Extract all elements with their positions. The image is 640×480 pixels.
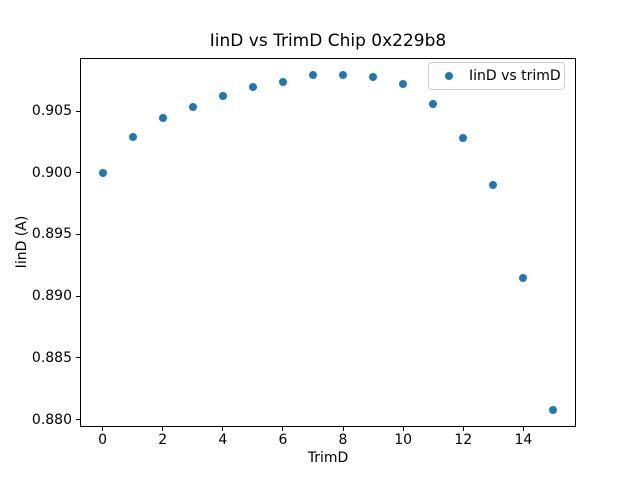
data-point bbox=[308, 70, 317, 79]
x-tick-mark bbox=[462, 427, 464, 431]
data-point bbox=[128, 132, 137, 141]
data-point bbox=[158, 113, 167, 122]
data-point bbox=[339, 71, 348, 80]
x-tick-mark bbox=[162, 427, 164, 431]
x-tick-label: 14 bbox=[514, 432, 533, 448]
y-tick-mark bbox=[76, 295, 80, 297]
data-point bbox=[489, 181, 498, 190]
x-tick-label: 4 bbox=[218, 432, 228, 448]
plot-area bbox=[80, 58, 576, 427]
x-tick-label: 2 bbox=[158, 432, 168, 448]
x-tick-mark bbox=[102, 427, 104, 431]
y-tick-label: 0.905 bbox=[31, 103, 72, 120]
x-tick-mark bbox=[342, 427, 344, 431]
x-tick-mark bbox=[222, 427, 224, 431]
y-tick-mark bbox=[76, 357, 80, 359]
y-tick-mark bbox=[76, 172, 80, 174]
legend-entry-label: IinD vs trimD bbox=[469, 68, 561, 84]
data-point bbox=[369, 72, 378, 81]
chart-title: IinD vs TrimD Chip 0x229b8 bbox=[209, 31, 447, 51]
y-tick-label: 0.885 bbox=[31, 349, 72, 366]
x-tick-label: 12 bbox=[454, 432, 473, 448]
x-tick-label: 10 bbox=[394, 432, 413, 448]
data-point bbox=[429, 99, 438, 108]
y-tick-label: 0.895 bbox=[31, 226, 72, 243]
y-tick-label: 0.900 bbox=[31, 164, 72, 181]
y-tick-label: 0.880 bbox=[31, 411, 72, 428]
x-tick-label: 0 bbox=[98, 432, 107, 448]
data-point bbox=[98, 168, 107, 177]
x-axis-label: TrimD bbox=[307, 450, 349, 466]
data-point bbox=[459, 133, 468, 142]
y-tick-mark bbox=[76, 110, 80, 112]
legend-box: IinD vs trimD bbox=[428, 62, 565, 90]
x-tick-label: 8 bbox=[338, 432, 348, 448]
data-point bbox=[549, 405, 558, 414]
data-point bbox=[188, 103, 197, 112]
legend-marker-icon bbox=[445, 72, 453, 80]
y-tick-mark bbox=[76, 233, 80, 235]
data-point bbox=[519, 273, 528, 282]
data-point bbox=[399, 79, 408, 88]
x-tick-mark bbox=[402, 427, 404, 431]
x-tick-mark bbox=[282, 427, 284, 431]
data-point bbox=[278, 78, 287, 87]
data-point bbox=[218, 92, 227, 101]
data-point bbox=[248, 83, 257, 91]
y-tick-mark bbox=[76, 419, 80, 421]
x-tick-label: 6 bbox=[278, 432, 288, 448]
y-axis-label: IinD (A) bbox=[14, 215, 30, 269]
x-tick-mark bbox=[522, 427, 524, 431]
y-tick-label: 0.890 bbox=[31, 288, 72, 305]
